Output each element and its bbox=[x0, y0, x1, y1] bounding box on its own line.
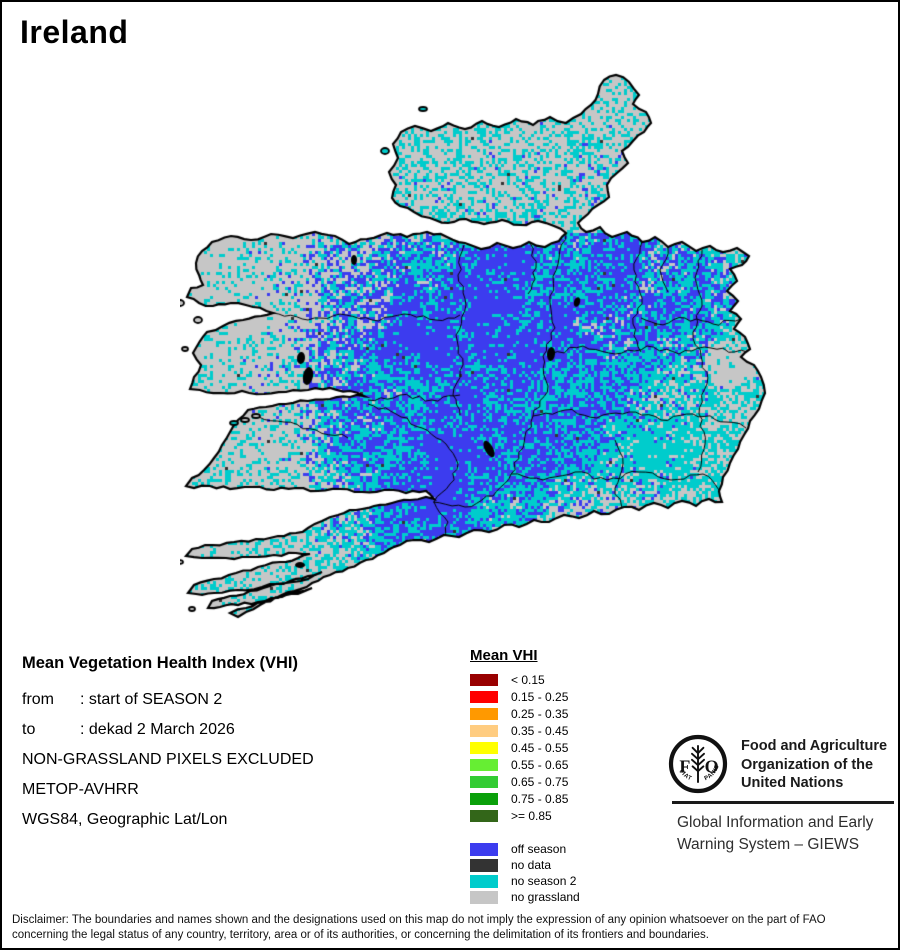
info-line: METOP-AVHRR bbox=[22, 775, 452, 805]
info-line-value: WGS84, Geographic Lat/Lon bbox=[22, 811, 228, 828]
page-title: Ireland bbox=[20, 14, 129, 50]
map-info-block: Mean Vegetation Health Index (VHI) from:… bbox=[22, 654, 452, 835]
legend-swatch bbox=[470, 724, 498, 737]
legend-swatch bbox=[470, 758, 498, 771]
fao-divider bbox=[672, 801, 894, 804]
legend-row: 0.55 - 0.65 bbox=[470, 756, 660, 773]
legend-row: 0.35 - 0.45 bbox=[470, 722, 660, 739]
legend-row: no season 2 bbox=[470, 873, 660, 889]
fao-org-name: Food and Agriculture Organization of the… bbox=[741, 737, 887, 793]
legend-swatch bbox=[470, 690, 498, 703]
legend-row: < 0.15 bbox=[470, 671, 660, 688]
disclaimer-line: concerning the legal status of any count… bbox=[12, 928, 709, 941]
legend-row: 0.15 - 0.25 bbox=[470, 688, 660, 705]
legend-title: Mean VHI bbox=[470, 647, 538, 664]
legend-row: 0.25 - 0.35 bbox=[470, 705, 660, 722]
fao-org-line: Food and Agriculture bbox=[741, 738, 888, 754]
svg-text:F: F bbox=[679, 756, 690, 776]
info-line: from : start of SEASON 2 bbox=[22, 685, 452, 715]
legend-swatch bbox=[470, 792, 498, 805]
fao-org-line: Organization of the bbox=[741, 756, 874, 773]
giews-line: Warning System – GIEWS bbox=[677, 836, 860, 853]
info-line: to : dekad 2 March 2026 bbox=[22, 715, 452, 745]
info-line: NON-GRASSLAND PIXELS EXCLUDED bbox=[22, 745, 452, 775]
legend-label: 0.25 - 0.35 bbox=[511, 706, 569, 721]
legend-status-list: off season no data no season 2 no grassland bbox=[470, 841, 660, 905]
legend-row: off season bbox=[470, 841, 660, 857]
legend-row: no data bbox=[470, 857, 660, 873]
info-heading: Mean Vegetation Health Index (VHI) bbox=[22, 654, 298, 672]
vhi-legend: Mean VHI < 0.15 0.15 - 0.25 0.25 - 0.35 0.3… bbox=[470, 647, 660, 905]
legend-swatch bbox=[470, 874, 498, 888]
legend-label: off season bbox=[511, 842, 567, 856]
info-line-value: : start of SEASON 2 bbox=[80, 691, 223, 708]
info-line-value: NON-GRASSLAND PIXELS EXCLUDED bbox=[22, 751, 314, 768]
legend-row: 0.75 - 0.85 bbox=[470, 790, 660, 807]
legend-class-list: < 0.15 0.15 - 0.25 0.25 - 0.35 0.35 - 0.45 0… bbox=[470, 671, 660, 824]
legend-row: 0.45 - 0.55 bbox=[470, 739, 660, 756]
legend-swatch bbox=[470, 890, 498, 904]
giews-caption: Global Information and Early Warning Sys… bbox=[677, 812, 873, 856]
info-line-label: to bbox=[22, 721, 36, 738]
legend-label: 0.75 - 0.85 bbox=[511, 791, 569, 806]
legend-row: >= 0.85 bbox=[470, 807, 660, 824]
info-lines: from : start of SEASON 2 to : dekad 2 March… bbox=[22, 685, 452, 835]
disclaimer-text: Disclaimer: The boundaries and names sho… bbox=[12, 913, 896, 942]
legend-label: no season 2 bbox=[511, 874, 577, 888]
legend-label: no grassland bbox=[511, 890, 580, 904]
legend-swatch bbox=[470, 707, 498, 720]
legend-swatch bbox=[470, 858, 498, 872]
legend-label: 0.35 - 0.45 bbox=[511, 723, 569, 738]
legend-row: no grassland bbox=[470, 889, 660, 905]
giews-line: Global Information and Early bbox=[677, 814, 874, 831]
legend-label: 0.55 - 0.65 bbox=[511, 757, 569, 772]
legend-swatch bbox=[470, 842, 498, 856]
legend-label: 0.45 - 0.55 bbox=[511, 740, 569, 755]
legend-label: no data bbox=[511, 858, 552, 872]
svg-text:O: O bbox=[705, 756, 719, 776]
legend-label: < 0.15 bbox=[511, 672, 545, 687]
legend-swatch bbox=[470, 809, 498, 822]
legend-label: 0.15 - 0.25 bbox=[511, 689, 569, 704]
info-line-label: from bbox=[22, 691, 54, 708]
legend-swatch bbox=[470, 775, 498, 788]
fao-org-line: United Nations bbox=[741, 775, 844, 791]
info-line-value: METOP-AVHRR bbox=[22, 781, 139, 798]
legend-label: >= 0.85 bbox=[511, 808, 552, 823]
info-line-value: : dekad 2 March 2026 bbox=[80, 721, 235, 738]
legend-label: 0.65 - 0.75 bbox=[511, 774, 569, 789]
ireland-vhi-map bbox=[180, 68, 780, 620]
legend-row: 0.65 - 0.75 bbox=[470, 773, 660, 790]
fao-logo-icon: F O FIAT PANIS bbox=[668, 734, 728, 794]
legend-swatch bbox=[470, 741, 498, 754]
info-line: WGS84, Geographic Lat/Lon bbox=[22, 805, 452, 835]
disclaimer-line: Disclaimer: The boundaries and names sho… bbox=[12, 914, 826, 926]
legend-swatch bbox=[470, 673, 498, 686]
